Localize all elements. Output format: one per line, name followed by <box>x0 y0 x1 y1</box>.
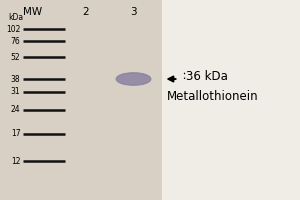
Text: 24: 24 <box>11 106 20 114</box>
Text: 2: 2 <box>82 7 89 17</box>
Text: MW: MW <box>23 7 43 17</box>
Text: ∶36 kDa: ∶36 kDa <box>183 71 228 84</box>
Text: 102: 102 <box>6 24 20 33</box>
Text: 52: 52 <box>11 52 20 62</box>
Bar <box>162 0 300 200</box>
Text: 76: 76 <box>11 36 20 46</box>
Text: 38: 38 <box>11 74 20 84</box>
Text: 3: 3 <box>130 7 137 17</box>
Text: 17: 17 <box>11 130 20 138</box>
Text: kDa: kDa <box>8 13 23 22</box>
Text: 12: 12 <box>11 156 20 166</box>
Text: Metallothionein: Metallothionein <box>167 90 258 104</box>
Bar <box>0 0 162 200</box>
Text: 31: 31 <box>11 88 20 97</box>
Ellipse shape <box>116 73 151 85</box>
